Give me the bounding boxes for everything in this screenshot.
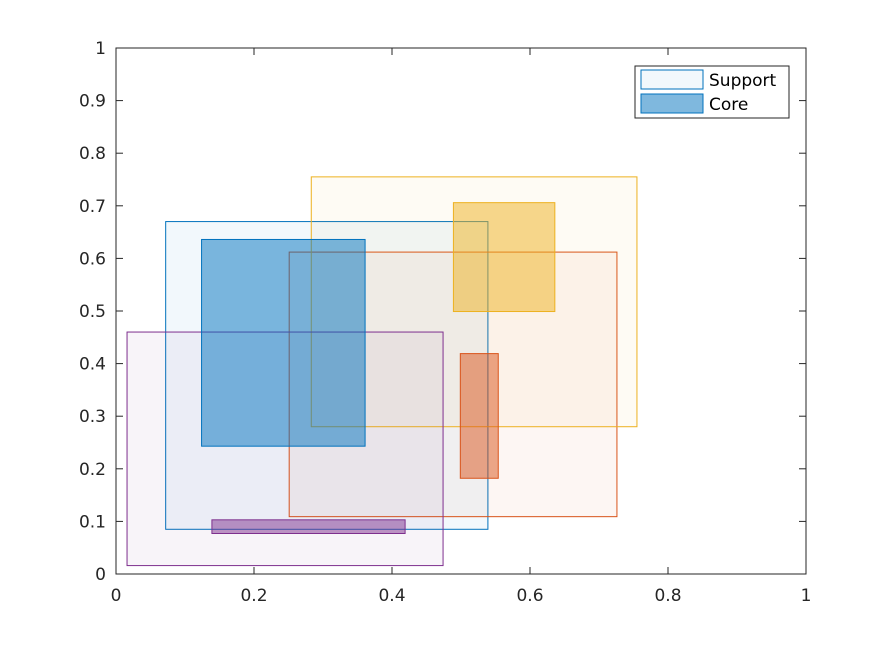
legend-core-label: Core: [709, 95, 748, 115]
y-tick-label: 1: [95, 39, 106, 59]
legend-support-label: Support: [709, 71, 777, 91]
core-rect-4: [211, 519, 406, 534]
y-tick-label: 0.3: [79, 407, 106, 427]
x-tick-label: 1: [801, 586, 812, 606]
x-tick-label: 0.2: [240, 586, 267, 606]
y-tick-label: 0.1: [79, 512, 106, 532]
x-tick-label: 0.4: [378, 586, 405, 606]
rectangles-layer: [126, 176, 638, 567]
legend: Support Core: [634, 65, 790, 119]
y-tick-label: 0: [95, 565, 106, 585]
y-tick-label: 0.8: [79, 144, 106, 164]
y-tick-label: 0.2: [79, 460, 106, 480]
x-tick-label: 0.8: [654, 586, 681, 606]
core-rect-1: [201, 238, 366, 447]
legend-core-swatch: [640, 93, 704, 114]
y-tick-label: 0.5: [79, 302, 106, 322]
x-tick-label: 0: [111, 586, 122, 606]
core-rect-2: [459, 353, 499, 479]
y-tick-label: 0.7: [79, 197, 106, 217]
y-tick-label: 0.6: [79, 249, 106, 269]
ticks-layer: 0 0.2 0.4 0.6 0.8 1 0 0.1 0.2 0.3 0.4 0.5 0.6 0.7 0.8 0…: [79, 39, 811, 606]
x-tick-label: 0.6: [516, 586, 543, 606]
y-tick-label: 0.4: [79, 355, 106, 375]
legend-support-swatch: [640, 69, 704, 90]
y-tick-label: 0.9: [79, 92, 106, 112]
core-rect-3: [452, 202, 556, 313]
